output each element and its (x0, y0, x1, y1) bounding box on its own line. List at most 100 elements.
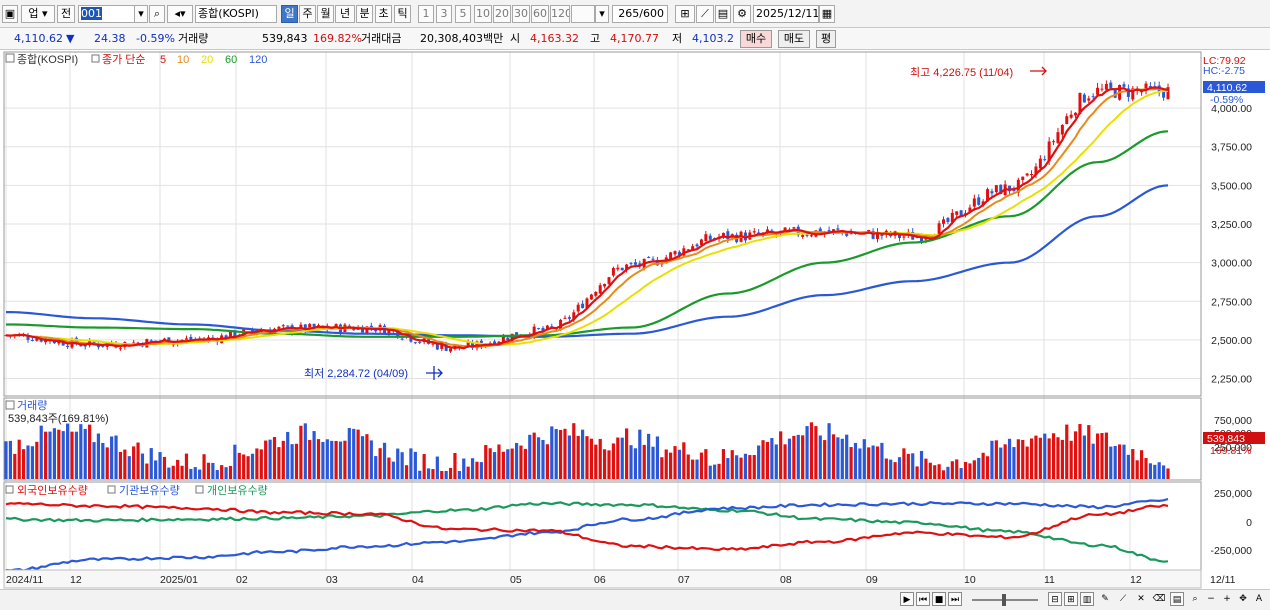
minute-button-5[interactable]: 5 (455, 5, 471, 23)
volume-bar (48, 431, 52, 479)
volume-bar (664, 449, 668, 479)
buy-button[interactable]: 매수 (740, 30, 772, 48)
code-input[interactable]: 001 (78, 5, 136, 23)
candle-body (831, 229, 835, 232)
candle-body (871, 230, 875, 239)
volume-bar (642, 444, 646, 479)
minute-button-20[interactable]: 20 (493, 5, 511, 23)
low-label: 저 (672, 32, 683, 45)
period-tab-4[interactable]: 분 (356, 5, 373, 23)
period-tab-6[interactable]: 틱 (394, 5, 411, 23)
chart-area[interactable]: 4,000.00 3,750.00 3,500.00 3,250.00 3,000.00… (0, 50, 1270, 590)
candle-body (1030, 174, 1034, 176)
holding-legend-checkbox-icon[interactable] (107, 485, 116, 494)
candle-body (1126, 88, 1130, 97)
volume-bar (743, 453, 748, 479)
volume-bar (1139, 450, 1144, 479)
volume-last-tag (1203, 432, 1265, 444)
volume-bar (17, 439, 21, 479)
minus-icon[interactable]: − (1207, 594, 1215, 604)
save-icon[interactable]: ▤ (715, 5, 731, 23)
first-page-icon[interactable]: ⏮ (916, 592, 930, 606)
code-dropdown-icon[interactable]: ▾ (134, 5, 148, 23)
holding-legend-checkbox-icon[interactable] (5, 485, 14, 494)
search-icon[interactable]: ⌕ (149, 5, 165, 23)
change-percent: -0.59% (136, 32, 175, 45)
amount-label: 거래대금 (361, 32, 402, 45)
volume-bar (215, 470, 219, 479)
market-select[interactable]: 업 ▾ (21, 5, 55, 23)
candle-body (418, 341, 422, 343)
minute-button-60[interactable]: 60 (531, 5, 549, 23)
candle-body (827, 230, 831, 233)
minute-button-30[interactable]: 30 (512, 5, 530, 23)
period-tab-5[interactable]: 초 (375, 5, 392, 23)
sound-icon[interactable]: ◂▾ (167, 5, 193, 23)
stop-icon[interactable]: ■ (932, 592, 946, 606)
period-tab-2[interactable]: 월 (317, 5, 334, 23)
split-icon[interactable]: ▥ (1080, 592, 1094, 606)
plus-icon[interactable]: + (1223, 594, 1231, 604)
candle-body (1078, 92, 1082, 114)
volume-bar (325, 439, 329, 479)
holding-legend-checkbox-icon[interactable] (195, 485, 204, 494)
calendar-icon[interactable]: ▦ (819, 5, 835, 23)
minute-button-120[interactable]: 120 (550, 5, 570, 23)
minute-input[interactable] (571, 5, 595, 23)
settings-gear-icon[interactable]: ⚙ (733, 5, 751, 23)
volume-bar (1161, 465, 1166, 479)
candle-body (1148, 86, 1152, 88)
chart-line-icon[interactable]: ⟋ (696, 5, 714, 23)
minute-button-10[interactable]: 10 (474, 5, 492, 23)
volume-bar (396, 448, 400, 479)
period-tab-3[interactable]: 년 (335, 5, 355, 23)
minute-button-3[interactable]: 3 (436, 5, 452, 23)
zoom-slider-thumb[interactable] (1002, 594, 1006, 606)
cross-icon[interactable]: ✕ (1137, 594, 1145, 604)
volume-bar (928, 462, 932, 479)
period-tab-0[interactable]: 일 (281, 5, 298, 23)
window-icon[interactable]: ▣ (2, 5, 18, 23)
last-page-icon[interactable]: ⏭ (948, 592, 962, 606)
volume-bar (1095, 433, 1100, 479)
analysis-tools-icon[interactable]: ⊞ (675, 5, 695, 23)
grid-icon[interactable]: ⊞ (1064, 592, 1078, 606)
stock-name-field[interactable]: 종합(KOSPI) (195, 5, 277, 23)
candle-body (620, 267, 624, 271)
candle-body (999, 184, 1003, 195)
candle-body (1012, 189, 1016, 191)
volume-bar (466, 466, 470, 479)
candle-body (937, 223, 941, 239)
minute-dropdown-icon[interactable]: ▾ (595, 5, 609, 23)
volume-bar (330, 440, 334, 479)
legend-checkbox-icon[interactable] (5, 53, 15, 63)
layout-icon[interactable]: ⊟ (1048, 592, 1062, 606)
print-icon[interactable]: ▤ (1170, 592, 1184, 606)
period-tab-1[interactable]: 주 (299, 5, 316, 23)
scroll-left-icon[interactable]: ▶ (900, 592, 914, 606)
volume-legend-checkbox-icon[interactable] (5, 400, 15, 410)
move-icon[interactable]: ✥ (1239, 594, 1247, 604)
eraser-icon[interactable]: ⌫ (1152, 594, 1166, 604)
trend-icon[interactable]: ⟋ (1119, 594, 1127, 604)
font-size-icon[interactable]: A (1255, 594, 1263, 604)
candle-body (1131, 88, 1135, 100)
volume-bar (792, 435, 796, 479)
x-axis-label: 03 (326, 574, 338, 586)
search-icon[interactable]: ⌕ (1192, 594, 1198, 604)
count-field[interactable]: 265/600 (612, 5, 668, 23)
volume-bar (378, 448, 382, 479)
kospi-chart-svg[interactable]: 4,000.00 3,750.00 3,500.00 3,250.00 3,000.00… (0, 50, 1270, 590)
candle-body (30, 339, 34, 341)
volume-bar (413, 451, 417, 479)
volume-percent: 169.82% (313, 32, 362, 45)
x-axis-label: 12 (70, 574, 82, 586)
ma-legend-checkbox-icon[interactable] (91, 54, 100, 63)
prev-button[interactable]: 전 (57, 5, 75, 23)
draw-icon[interactable]: ✎ (1101, 594, 1109, 604)
eval-button[interactable]: 평 (816, 30, 836, 48)
sell-button[interactable]: 매도 (778, 30, 810, 48)
minute-button-1[interactable]: 1 (418, 5, 434, 23)
date-field[interactable]: 2025/12/11 (753, 5, 819, 23)
candle-body (673, 251, 677, 255)
